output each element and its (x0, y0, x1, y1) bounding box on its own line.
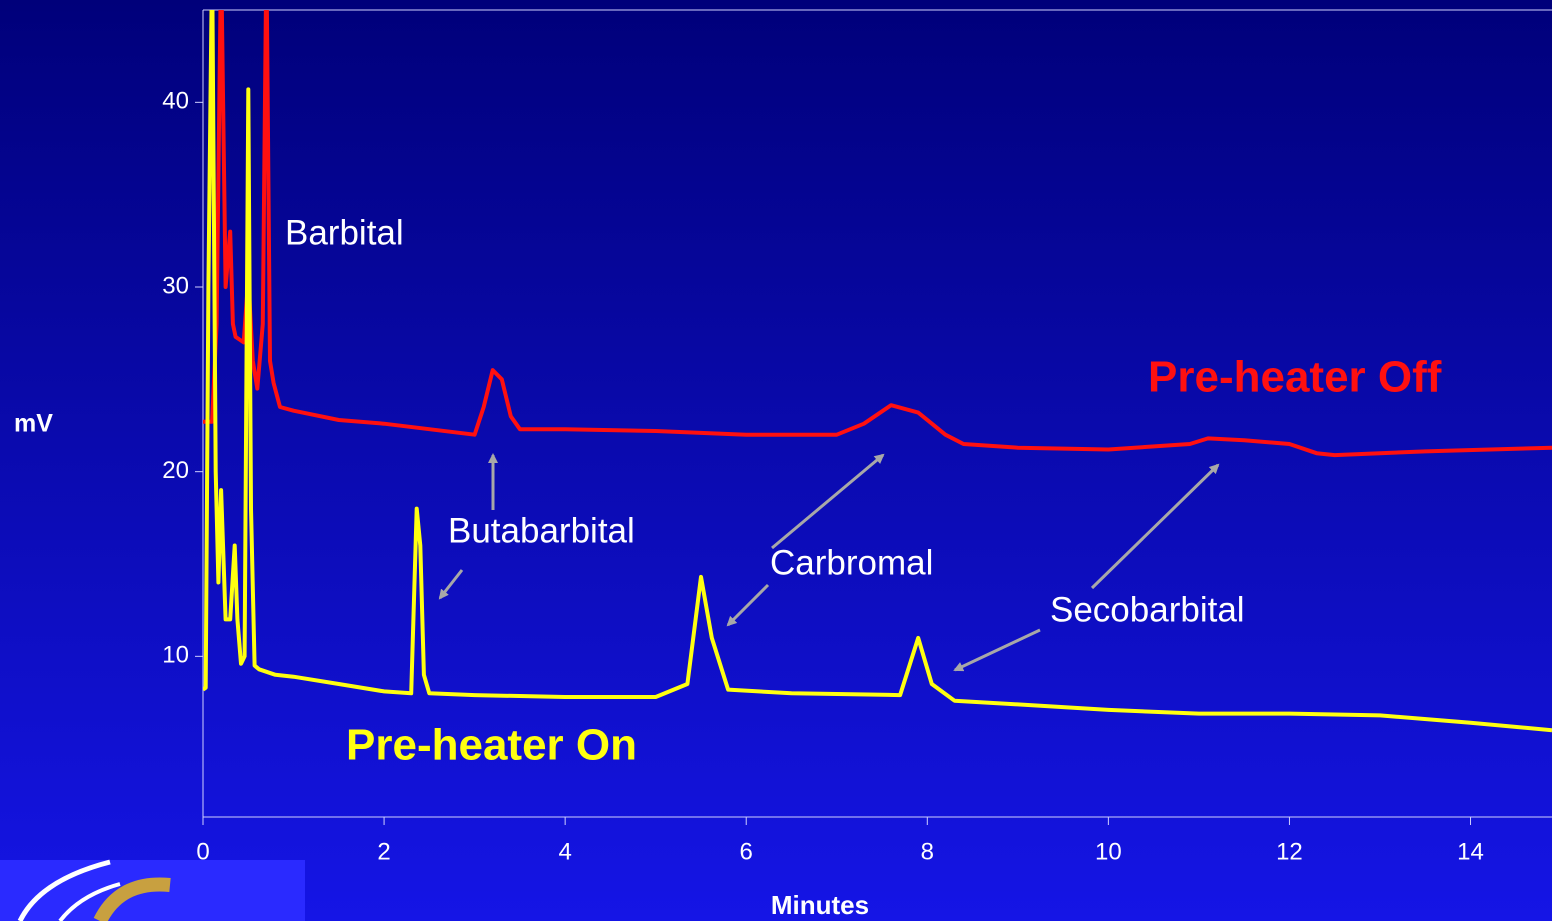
x-tick-label: 12 (1276, 838, 1303, 865)
arrows (438, 453, 1220, 672)
x-tick-label: 4 (558, 838, 571, 865)
y-tick-label: 10 (162, 642, 189, 669)
x-tick-label: 10 (1095, 838, 1122, 865)
x-tick-label: 8 (921, 838, 934, 865)
x-tick-label: 0 (196, 838, 209, 865)
series-line (203, 10, 1552, 458)
y-tick-label: 20 (162, 457, 189, 484)
x-tick-label: 14 (1457, 838, 1484, 865)
peak-label: Carbromal (770, 543, 933, 582)
peak-label: Barbital (285, 213, 404, 252)
series-line (203, 10, 1552, 733)
y-tick-label: 30 (162, 272, 189, 299)
plot-area (203, 10, 1552, 733)
peak-label: Butabarbital (448, 511, 635, 550)
logo (0, 859, 305, 921)
series-label: Pre-heater Off (1148, 353, 1442, 402)
x-axis-label: Minutes (771, 890, 869, 920)
y-axis-label: mV (14, 410, 53, 438)
x-tick-label: 6 (740, 838, 753, 865)
peak-label: Secobarbital (1050, 590, 1245, 629)
y-tick-label: 40 (162, 88, 189, 115)
series-label: Pre-heater On (346, 721, 637, 770)
x-tick-label: 2 (377, 838, 390, 865)
